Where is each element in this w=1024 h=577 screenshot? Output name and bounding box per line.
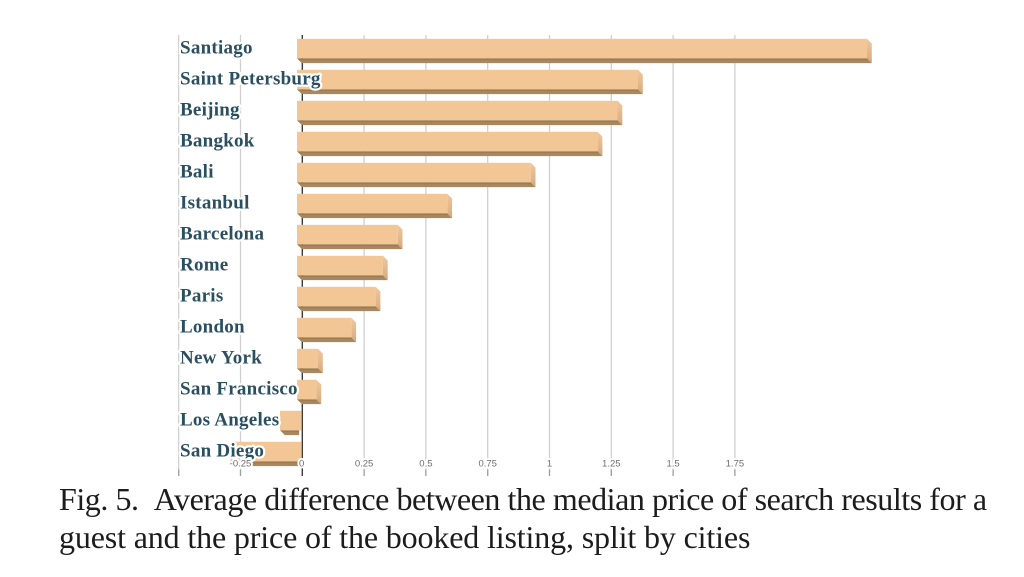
svg-text:Istanbul: Istanbul xyxy=(180,193,250,214)
svg-text:Rome: Rome xyxy=(180,255,228,276)
svg-text:Barcelona: Barcelona xyxy=(180,224,264,245)
svg-text:Santiago: Santiago xyxy=(180,38,253,59)
svg-text:New York: New York xyxy=(180,348,262,369)
svg-text:Los Angeles: Los Angeles xyxy=(180,410,279,431)
svg-text:1.25: 1.25 xyxy=(602,459,621,470)
svg-text:Saint Petersburg: Saint Petersburg xyxy=(180,69,321,90)
svg-text:-0.25: -0.25 xyxy=(230,459,252,470)
svg-text:Beijing: Beijing xyxy=(180,100,240,121)
svg-text:0.75: 0.75 xyxy=(478,459,497,470)
svg-text:London: London xyxy=(180,317,245,338)
svg-text:1.75: 1.75 xyxy=(726,459,745,470)
svg-text:San Francisco: San Francisco xyxy=(180,379,298,400)
svg-text:0.25: 0.25 xyxy=(355,459,374,470)
svg-text:Bali: Bali xyxy=(180,162,214,183)
svg-text:1: 1 xyxy=(547,459,552,470)
svg-text:Paris: Paris xyxy=(180,286,223,307)
svg-text:Bangkok: Bangkok xyxy=(180,131,255,152)
svg-text:0.5: 0.5 xyxy=(419,459,432,470)
svg-text:1.5: 1.5 xyxy=(666,459,679,470)
svg-text:San Diego: San Diego xyxy=(180,441,264,462)
svg-text:0: 0 xyxy=(299,459,304,470)
